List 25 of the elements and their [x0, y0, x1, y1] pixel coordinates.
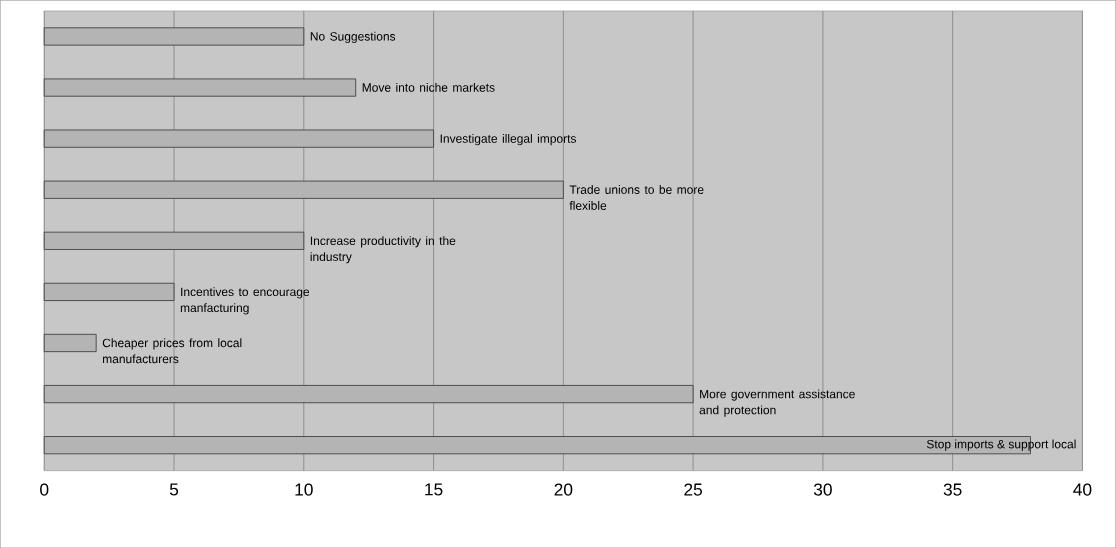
x-tick-label: 25: [684, 483, 703, 496]
y-tick-label: More government assistance and protection: [699, 389, 855, 417]
x-tick-label: 20: [554, 483, 573, 496]
bar: [43, 231, 305, 250]
bar: [43, 129, 434, 148]
y-tick-label: No Suggestions: [310, 31, 396, 43]
y-tick-label: Incentives to encourage manfacturing: [180, 287, 310, 315]
x-tick-label: 0: [40, 483, 49, 496]
x-tick-label: 35: [943, 483, 962, 496]
y-tick-label: Move into niche markets: [362, 82, 495, 92]
x-tick-label: 5: [169, 483, 179, 496]
bar: [43, 333, 97, 352]
x-tick-label: 40: [1073, 483, 1092, 496]
x-tick-label: 10: [295, 483, 313, 496]
x-tick-label: 30: [813, 483, 832, 496]
y-tick-label: Investigate illegal imports: [440, 133, 577, 146]
bar: [43, 180, 564, 199]
bar: [43, 282, 175, 301]
bar: [43, 27, 305, 46]
y-tick-label: Trade unions to be more flexible: [569, 184, 704, 210]
y-tick-label: Increase productivity in the industry: [310, 236, 456, 264]
x-tick-label: 15: [425, 483, 443, 496]
y-tick-label: Cheaper prices from local manufacturers: [102, 338, 242, 364]
bar: [43, 78, 357, 97]
bar: [43, 384, 694, 404]
